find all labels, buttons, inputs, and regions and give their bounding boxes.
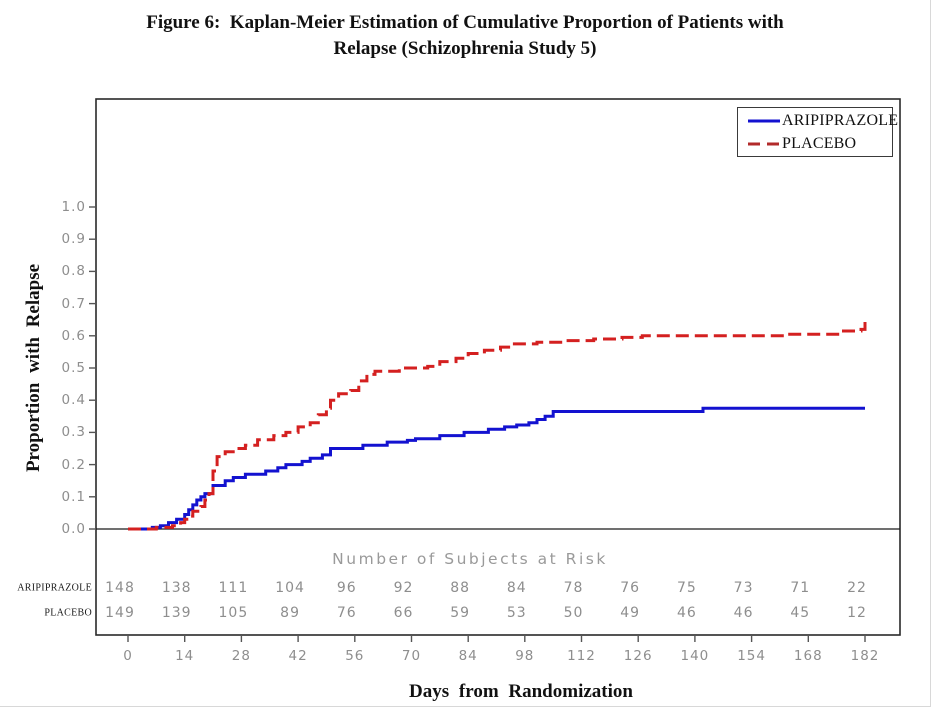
x-tick-label: 70 (401, 648, 422, 664)
plot-frame (95, 98, 901, 636)
x-tick-label: 98 (515, 648, 535, 664)
x-tick-label: 168 (793, 648, 823, 664)
at-risk-count-placebo: 139 (161, 605, 192, 621)
at-risk-count-placebo: 76 (336, 605, 357, 621)
x-tick-label: 84 (458, 648, 478, 664)
legend-entry-aripiprazole: ARIPIPRAZOLE (738, 109, 898, 132)
y-tick-label: 0.7 (61, 295, 86, 312)
y-tick-label: 0.2 (61, 456, 86, 473)
x-axis-label: Days from Randomization (409, 681, 633, 702)
at-risk-count-placebo: 53 (506, 605, 527, 621)
at-risk-count-aripiprazole: 88 (450, 580, 471, 596)
x-tick-label: 140 (680, 648, 710, 664)
at-risk-count-aripiprazole: 75 (676, 580, 697, 596)
figure-title-line-1: Figure 6: Kaplan-Meier Estimation of Cum… (146, 12, 784, 33)
figure-title-line-2: Relapse (Schizophrenia Study 5) (333, 38, 597, 59)
at-risk-count-aripiprazole: 78 (563, 580, 584, 596)
at-risk-count-placebo: 89 (280, 605, 301, 621)
at-risk-count-aripiprazole: 84 (506, 580, 527, 596)
x-tick-label: 42 (288, 648, 308, 664)
at-risk-count-placebo: 66 (393, 605, 414, 621)
at-risk-count-aripiprazole: 73 (733, 580, 754, 596)
aripiprazole-solid-line-icon (748, 119, 780, 122)
at-risk-count-aripiprazole: 92 (393, 580, 414, 596)
y-tick-label: 0.5 (61, 360, 86, 376)
y-tick-label: 0.4 (61, 392, 86, 409)
at-risk-header: Number of Subjects at Risk (332, 550, 608, 568)
placebo-dashed-line-icon (748, 142, 780, 145)
legend-label-placebo: PLACEBO (782, 134, 857, 152)
legend-entry-placebo: PLACEBO (738, 132, 892, 155)
at-risk-row-label-placebo: PLACEBO (44, 607, 92, 619)
at-risk-count-placebo: 46 (733, 605, 754, 621)
x-tick-label: 112 (567, 648, 596, 664)
at-risk-count-aripiprazole: 76 (620, 580, 641, 596)
y-tick-label: 0.1 (61, 488, 86, 505)
legend-box: ARIPIPRAZOLE PLACEBO (737, 107, 898, 157)
at-risk-count-placebo: 45 (790, 605, 811, 621)
y-tick-label: 1.0 (61, 199, 86, 215)
aripiprazole-curve (128, 406, 865, 531)
x-tick-label: 182 (850, 648, 880, 664)
x-tick-label: 14 (175, 648, 195, 664)
at-risk-count-aripiprazole: 96 (336, 580, 357, 596)
at-risk-count-placebo: 59 (450, 605, 471, 621)
at-risk-count-aripiprazole: 71 (790, 580, 811, 596)
x-tick-label: 56 (345, 648, 365, 664)
x-tick-label: 28 (231, 648, 251, 664)
at-risk-count-placebo: 46 (676, 605, 697, 621)
y-tick-label: 0.3 (61, 424, 86, 441)
x-tick-label: 0 (123, 648, 133, 664)
at-risk-count-placebo: 50 (563, 605, 584, 621)
at-risk-row-label-aripiprazole: ARIPIPRAZOLE (17, 582, 92, 594)
legend-label-aripiprazole: ARIPIPRAZOLE (782, 111, 899, 129)
y-tick-label: 0.0 (61, 521, 86, 537)
x-tick-label: 154 (737, 648, 766, 664)
at-risk-count-aripiprazole: 104 (275, 580, 305, 596)
at-risk-count-placebo: 12 (847, 605, 867, 621)
y-tick-label: 0.6 (61, 327, 86, 344)
y-tick-label: 0.8 (61, 263, 86, 280)
x-tick-label: 126 (623, 648, 653, 664)
placebo-curve (128, 319, 867, 531)
at-risk-count-placebo: 49 (620, 605, 641, 621)
at-risk-count-aripiprazole: 111 (218, 580, 249, 596)
at-risk-count-aripiprazole: 22 (847, 580, 867, 596)
y-tick-label: 0.9 (61, 231, 86, 248)
at-risk-count-aripiprazole: 138 (161, 580, 192, 596)
at-risk-count-aripiprazole: 148 (105, 580, 135, 596)
at-risk-count-placebo: 149 (105, 605, 135, 621)
at-risk-count-placebo: 105 (218, 605, 249, 621)
